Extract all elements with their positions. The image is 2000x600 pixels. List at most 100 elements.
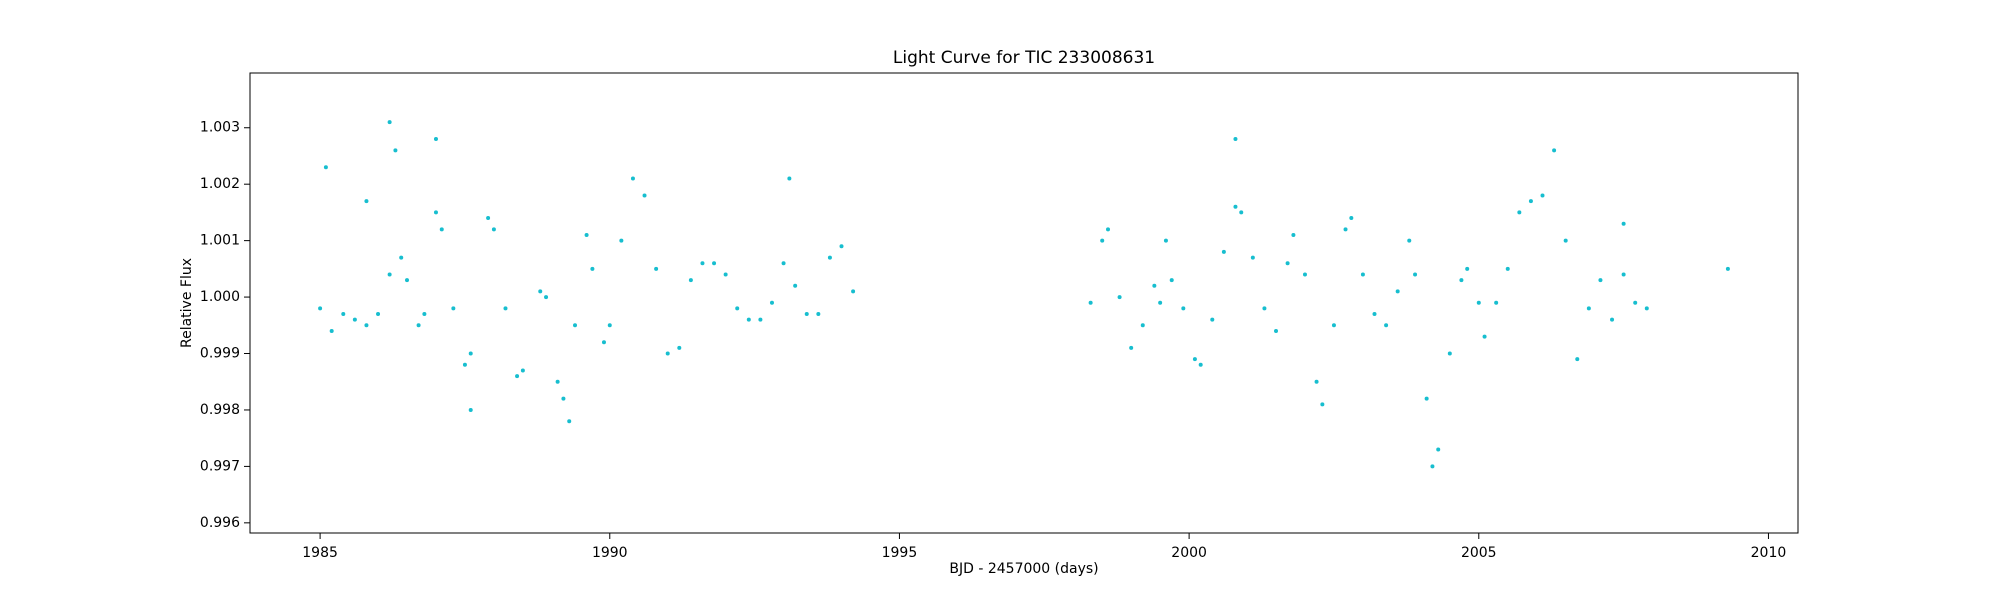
- data-point: [1586, 306, 1591, 311]
- data-point: [1233, 204, 1238, 209]
- y-tick-label: 0.997: [200, 458, 240, 474]
- data-point: [1314, 379, 1319, 384]
- data-point: [329, 328, 334, 333]
- data-point: [422, 312, 427, 317]
- data-point: [746, 317, 751, 322]
- data-point: [1181, 306, 1186, 311]
- data-point: [1117, 295, 1122, 300]
- data-point: [515, 374, 520, 379]
- data-point: [486, 216, 491, 221]
- data-point: [468, 407, 473, 412]
- data-point: [1459, 278, 1464, 283]
- data-point: [590, 266, 595, 271]
- data-point: [1163, 238, 1168, 243]
- data-point: [723, 272, 728, 277]
- data-point: [1517, 210, 1522, 215]
- data-point: [433, 210, 438, 215]
- data-point: [433, 137, 438, 142]
- data-point: [1274, 328, 1279, 333]
- data-point: [1320, 402, 1325, 407]
- y-tick-label: 0.998: [200, 402, 240, 418]
- data-point: [787, 176, 792, 181]
- data-point: [1285, 261, 1290, 266]
- x-tick-label: 1990: [592, 545, 628, 561]
- y-tick-label: 1.002: [200, 176, 240, 192]
- data-point: [561, 396, 566, 401]
- data-point: [1563, 238, 1568, 243]
- data-point: [1494, 300, 1499, 305]
- data-point: [804, 312, 809, 317]
- data-point: [416, 323, 421, 328]
- data-point: [555, 379, 560, 384]
- data-point: [1621, 221, 1626, 226]
- data-point: [1384, 323, 1389, 328]
- data-point: [1343, 227, 1348, 232]
- data-point: [607, 323, 612, 328]
- data-point: [1210, 317, 1215, 322]
- x-tick-label: 1995: [882, 545, 918, 561]
- data-point: [1129, 345, 1134, 350]
- data-point: [491, 227, 496, 232]
- data-point: [1349, 216, 1354, 221]
- data-point: [712, 261, 717, 266]
- data-point: [584, 232, 589, 237]
- data-point: [399, 255, 404, 260]
- data-point: [1430, 464, 1435, 469]
- axes-frame: [249, 72, 1799, 534]
- x-axis-label: BJD - 2457000 (days): [949, 561, 1098, 577]
- data-point: [323, 165, 328, 170]
- data-point: [758, 317, 763, 322]
- data-point: [816, 312, 821, 317]
- data-point: [364, 199, 369, 204]
- data-point: [1424, 396, 1429, 401]
- data-point: [601, 340, 606, 345]
- data-point: [1233, 137, 1238, 142]
- data-point: [1158, 300, 1163, 305]
- data-point: [1610, 317, 1615, 322]
- data-point: [573, 323, 578, 328]
- data-point: [1262, 306, 1267, 311]
- y-tick-label: 1.001: [200, 233, 240, 249]
- data-point: [468, 351, 473, 356]
- data-point: [1395, 289, 1400, 294]
- data-point: [619, 238, 624, 243]
- data-point: [451, 306, 456, 311]
- data-point: [1482, 334, 1487, 339]
- y-tick-label: 0.999: [200, 346, 240, 362]
- data-point: [462, 362, 467, 367]
- data-point: [654, 266, 659, 271]
- x-tick-label: 2000: [1171, 545, 1207, 561]
- data-point: [1198, 362, 1203, 367]
- data-point: [538, 289, 543, 294]
- data-point: [1239, 210, 1244, 215]
- data-point: [781, 261, 786, 266]
- data-point: [1552, 148, 1557, 153]
- x-tick-label: 2010: [1751, 545, 1787, 561]
- data-point: [341, 312, 346, 317]
- data-point: [544, 295, 549, 300]
- data-point: [1575, 357, 1580, 362]
- data-point: [827, 255, 832, 260]
- data-point: [851, 289, 856, 294]
- data-point: [1331, 323, 1336, 328]
- data-point: [1360, 272, 1365, 277]
- data-point: [1598, 278, 1603, 283]
- y-axis-label: Relative Flux: [179, 258, 195, 348]
- data-point: [700, 261, 705, 266]
- data-point: [503, 306, 508, 311]
- data-point: [1088, 300, 1093, 305]
- data-point: [793, 283, 798, 288]
- data-point: [376, 312, 381, 317]
- data-point: [520, 368, 525, 373]
- data-point: [1221, 249, 1226, 254]
- data-point: [1633, 300, 1638, 305]
- data-point: [387, 120, 392, 125]
- data-point: [1644, 306, 1649, 311]
- data-point: [567, 419, 572, 424]
- data-point: [318, 306, 323, 311]
- y-tick-label: 1.003: [200, 120, 240, 136]
- data-point: [1413, 272, 1418, 277]
- data-point: [1528, 199, 1533, 204]
- data-point: [1725, 266, 1730, 271]
